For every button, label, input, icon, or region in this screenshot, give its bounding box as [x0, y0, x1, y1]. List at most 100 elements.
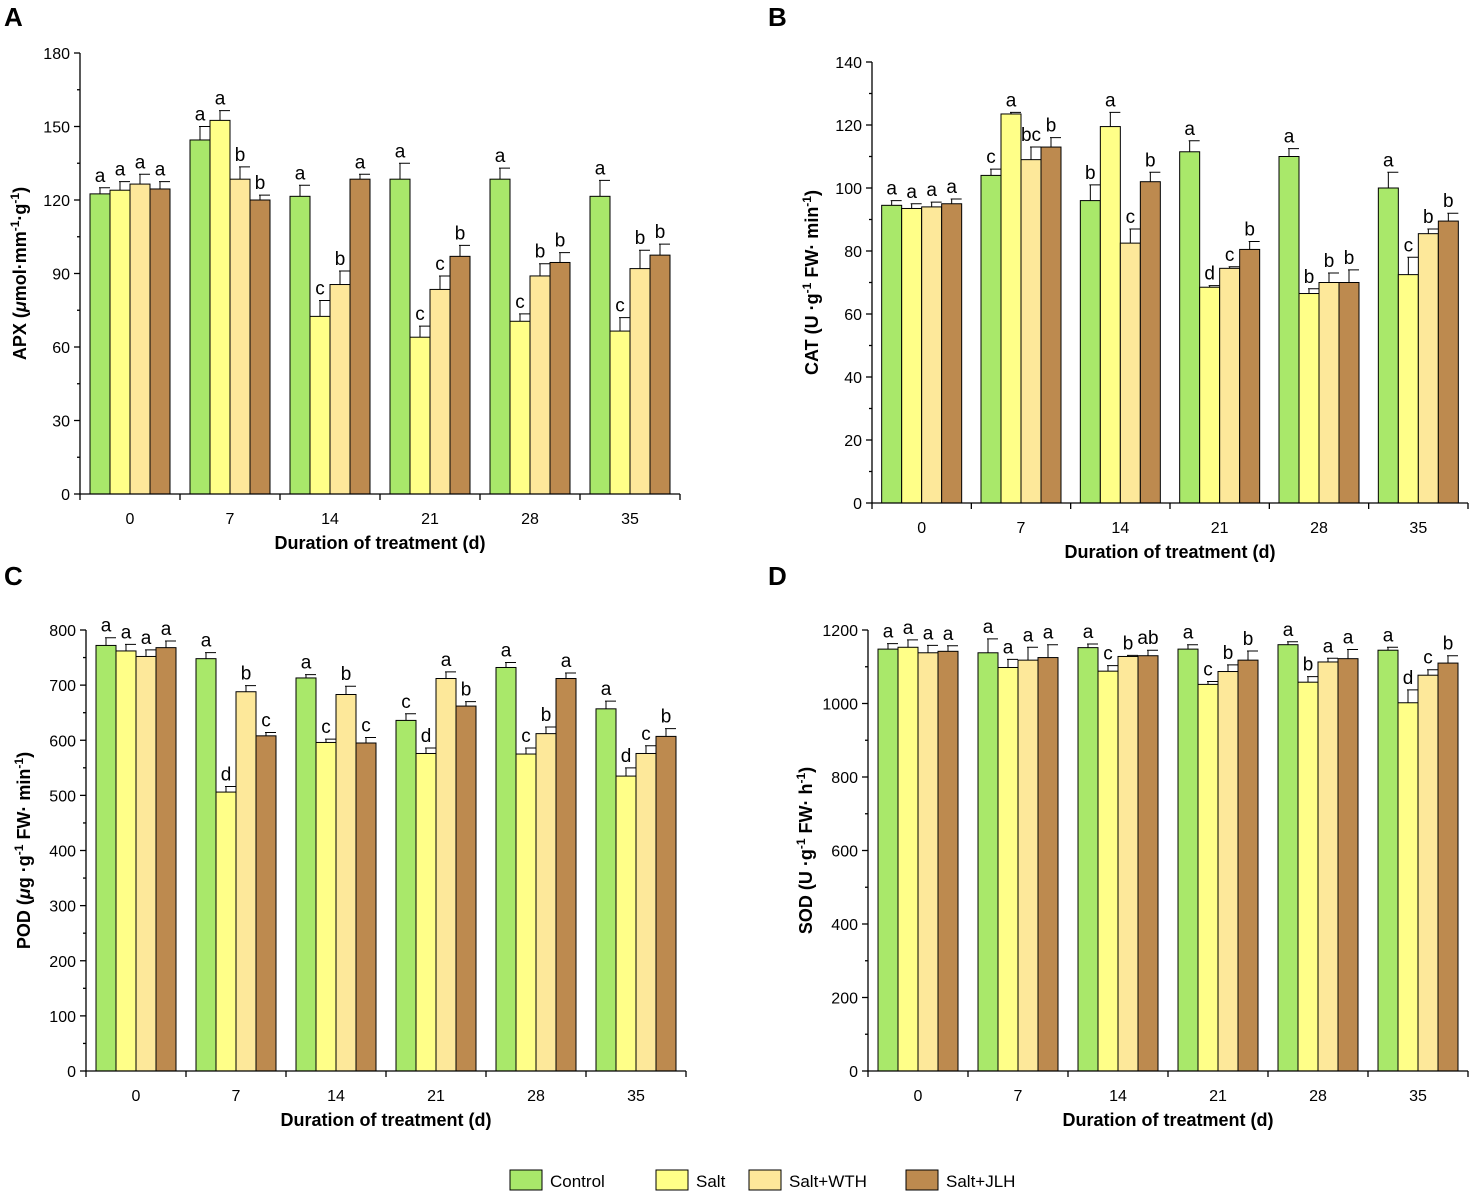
panel-b-bar-salt-jlh-day-28: [1338, 282, 1360, 504]
panel-a-sig-label-salt-jlh-day-0: a: [155, 160, 166, 181]
panel-a-error-bar-salt-day-35: [619, 317, 630, 332]
panel-c-error-bar-salt-wth-day-21: [445, 671, 456, 679]
panel-b-x-tick-label-21: 21: [1211, 520, 1229, 537]
panel-d-x-axis-title: Duration of treatment (d): [1063, 1110, 1274, 1130]
panel-a-y-tick-label: 90: [52, 267, 70, 284]
panel-a-bar-salt-wth-day-35: [629, 268, 651, 495]
panel-a-error-bar-salt-day-7: [219, 110, 230, 121]
panel-b-bar-salt-wth-day-14: [1119, 242, 1141, 504]
panel-b-sig-label-salt-wth-day-28: b: [1324, 251, 1335, 272]
panel-a-error-bar-control-day-14: [299, 184, 310, 197]
panel-a-x-tick-label-0: 0: [126, 511, 135, 528]
panel-a-bar-salt-jlh-day-28: [549, 261, 571, 495]
panel-d-error-bar-salt-wth-day-21: [1227, 664, 1238, 672]
panel-d-error-bar-salt-wth-day-14: [1127, 654, 1138, 657]
panel-d-sig-label-salt-wth-day-0: a: [923, 623, 934, 644]
legend-label-salt-wth: Salt+WTH: [789, 1172, 867, 1191]
panel-d-x-tick-label-21: 21: [1209, 1088, 1227, 1105]
panel-a-x-tick-label-7: 7: [226, 511, 235, 528]
panel-c-sig-label-salt-day-28: c: [521, 726, 531, 747]
panel-b-error-bar-salt-jlh-day-7: [1050, 137, 1061, 148]
panel-b-bar-salt-wth-day-21: [1219, 267, 1241, 504]
panel-d-error-bar-control-day-7: [987, 638, 998, 653]
panel-d-bar-salt-day-7: [997, 666, 1019, 1072]
panel-d-bar-salt-wth-day-28: [1317, 661, 1339, 1072]
panel-b-bar-control-day-35: [1377, 187, 1399, 504]
panel-d-sig-label-control-day-28: a: [1283, 620, 1294, 641]
panel-c-error-bar-salt-jlh-day-14: [365, 736, 376, 744]
panel-d-x-tick-label-35: 35: [1409, 1088, 1427, 1105]
panel-a-sig-label-salt-jlh-day-21: b: [455, 223, 466, 244]
panel-a-error-bar-salt-wth-day-7: [239, 166, 250, 180]
panel-c-bar-salt-jlh-day-7: [255, 735, 277, 1072]
panel-b-error-bar-salt-jlh-day-0: [950, 198, 962, 204]
panel-b-x-tick-label-0: 0: [917, 520, 926, 537]
panel-b-error-bar-salt-wth-day-7: [1030, 146, 1041, 160]
panel-c-sig-label-control-day-0: a: [101, 616, 112, 637]
panel-d-error-bar-salt-jlh-day-21: [1247, 650, 1258, 661]
panel-a-error-bar-control-day-0: [99, 187, 110, 194]
panel-b-sig-label-salt-jlh-day-7: b: [1046, 116, 1057, 137]
panel-b-sig-label-control-day-21: a: [1184, 119, 1195, 140]
panel-a-sig-label-salt-wth-day-21: c: [435, 254, 445, 275]
panel-d-bar-salt-wth-day-21: [1217, 671, 1239, 1072]
panel-c-bar-salt-wth-day-35: [635, 752, 657, 1072]
panel-b-x-tick-label-28: 28: [1310, 520, 1328, 537]
panel-c-y-tick-label: 100: [49, 1009, 76, 1026]
panel-c-sig-label-salt-wth-day-7: b: [241, 664, 252, 685]
panel-b-error-bar-salt-day-35: [1407, 256, 1419, 275]
panel-d-error-bar-control-day-0: [887, 643, 898, 650]
panel-c-bar-salt-day-14: [315, 741, 337, 1072]
panel-c-sig-label-salt-day-7: d: [221, 765, 232, 786]
panel-c-bar-salt-wth-day-28: [535, 733, 557, 1072]
legend-label-salt-jlh: Salt+JLH: [946, 1172, 1015, 1191]
panel-c-error-bar-salt-day-28: [525, 747, 536, 755]
panel-a-sig-label-salt-jlh-day-35: b: [655, 222, 666, 243]
panel-b-error-bar-salt-wth-day-35: [1427, 228, 1439, 234]
panel-c-y-tick-label: 600: [49, 733, 76, 750]
panel-b-bar-salt-jlh-day-21: [1239, 248, 1261, 504]
panel-b-y-tick-label: 60: [844, 307, 862, 324]
panel-a-sig-label-control-day-28: a: [495, 146, 506, 167]
legend-swatch-salt-wth: [748, 1169, 782, 1191]
panel-d-error-bar-control-day-21: [1187, 644, 1198, 650]
panel-c-sig-label-salt-day-35: d: [621, 746, 632, 767]
panel-c-bar-control-day-14: [295, 677, 317, 1072]
panel-c-bar-control-day-7: [195, 658, 217, 1072]
panel-c-error-bar-control-day-21: [405, 713, 416, 721]
panel-d-error-bar-salt-wth-day-7: [1027, 646, 1038, 661]
panel-c-bar-salt-wth-day-0: [135, 655, 157, 1072]
panel-a-sig-label-salt-day-14: c: [315, 278, 325, 299]
panel-b-error-bar-control-day-35: [1387, 171, 1399, 188]
panel-a-sig-label-salt-day-0: a: [115, 160, 126, 181]
panel-b-error-bar-control-day-7: [990, 168, 1001, 176]
panel-d-error-bar-salt-wth-day-0: [927, 644, 938, 653]
panel-a-error-bar-salt-day-28: [519, 313, 530, 322]
panel-a-bar-salt-wth-day-28: [529, 275, 551, 495]
panel-c-y-tick-label: 400: [49, 844, 76, 861]
panel-d-error-bar-salt-day-0: [907, 639, 918, 648]
panel-b-bar-control-day-28: [1278, 156, 1300, 504]
panel-c-bar-salt-day-21: [415, 752, 437, 1072]
panel-b-y-tick-label: 120: [835, 118, 862, 135]
panel-a-error-bar-salt-jlh-day-35: [659, 243, 670, 256]
panel-d-bar-salt-day-35: [1397, 702, 1419, 1072]
panel-b-sig-label-salt-wth-day-0: a: [926, 180, 937, 201]
panel-d-error-bar-salt-wth-day-28: [1327, 657, 1338, 662]
panel-d-bar-salt-day-21: [1197, 683, 1219, 1072]
panel-a-bar-salt-wth-day-7: [229, 178, 251, 495]
panel-b-sig-label-salt-day-7: a: [1006, 90, 1017, 111]
panel-d-y-tick-label: 1000: [822, 697, 858, 714]
panel-b-y-tick-label: 100: [835, 181, 862, 198]
panel-a-bar-salt-jlh-day-35: [649, 254, 671, 495]
panel-b-error-bar-salt-wth-day-14: [1129, 228, 1141, 244]
panel-b-error-bar-control-day-21: [1188, 140, 1200, 152]
panel-d-sig-label-salt-wth-day-28: a: [1323, 636, 1334, 657]
panel-b-bar-salt-wth-day-28: [1318, 282, 1340, 504]
panel-d-sig-label-salt-jlh-day-35: b: [1443, 634, 1454, 655]
panel-d-bar-salt-day-0: [897, 646, 919, 1072]
panel-d-sig-label-salt-day-35: d: [1403, 668, 1414, 689]
